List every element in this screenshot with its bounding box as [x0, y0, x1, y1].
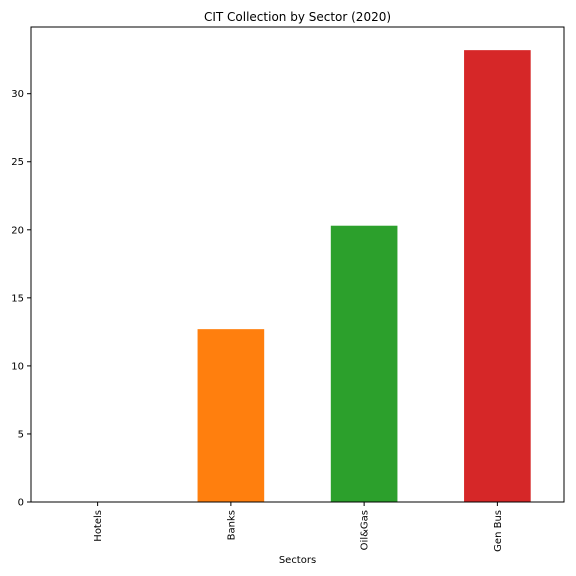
- bar-gen-bus: [464, 50, 531, 502]
- bar-banks: [197, 329, 265, 502]
- chart-title: CIT Collection by Sector (2020): [204, 10, 391, 24]
- y-tick-label: 15: [11, 293, 24, 304]
- bar-oil-gas: [330, 225, 398, 502]
- y-tick-label: 5: [18, 429, 24, 440]
- y-tick-label: 20: [11, 225, 24, 236]
- x-tick-label: Banks: [226, 510, 237, 540]
- x-axis-label: Sectors: [279, 555, 316, 566]
- x-tick-label: Oil&Gas: [360, 510, 371, 550]
- x-tick-label: Gen Bus: [493, 510, 504, 552]
- bars-group: [197, 50, 531, 502]
- y-tick-label: 30: [11, 89, 24, 100]
- y-axis-ticks: 0 5 10 15 20 25 30: [11, 89, 31, 509]
- y-tick-label: 25: [11, 157, 24, 168]
- y-tick-label: 0: [18, 498, 24, 509]
- plot-frame: [30, 26, 565, 503]
- x-tick-label: Hotels: [93, 510, 104, 542]
- y-tick-label: 10: [11, 361, 24, 372]
- x-axis-ticks: Hotels Banks Oil&Gas Gen Bus: [93, 502, 504, 552]
